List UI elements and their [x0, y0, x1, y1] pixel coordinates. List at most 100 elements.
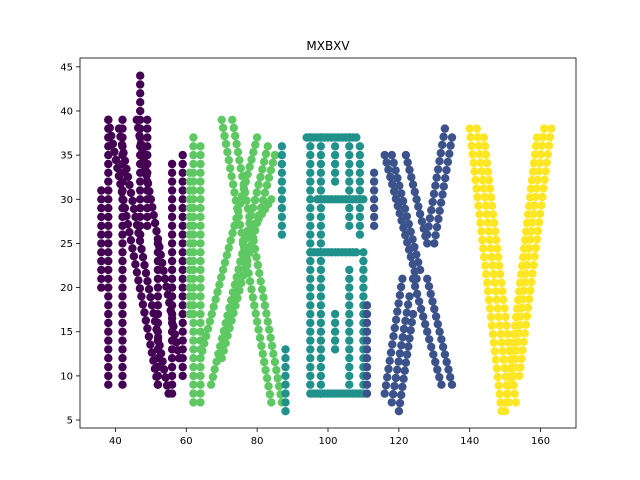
- scatter-point: [425, 335, 434, 344]
- scatter-point: [143, 212, 152, 222]
- scatter-point: [118, 239, 127, 248]
- scatter-point: [496, 270, 505, 279]
- scatter-point: [178, 265, 187, 275]
- scatter-point: [220, 258, 230, 267]
- scatter-point: [397, 189, 406, 198]
- scatter-point: [230, 221, 239, 230]
- scatter-point: [104, 230, 113, 239]
- scatter-point: [196, 371, 205, 381]
- scatter-point: [167, 362, 177, 372]
- scatter-point: [398, 274, 407, 283]
- scatter-point: [398, 382, 407, 392]
- scatter-point: [118, 371, 127, 381]
- scatter-point: [185, 265, 194, 275]
- scatter-point: [178, 203, 187, 213]
- scatter-point: [203, 324, 213, 333]
- scatter-point: [235, 286, 244, 295]
- scatter-point: [389, 158, 398, 167]
- scatter-point: [273, 374, 282, 383]
- scatter-point: [316, 186, 326, 195]
- scatter-point: [491, 355, 500, 364]
- scatter-point: [224, 156, 233, 165]
- scatter-point: [196, 327, 205, 336]
- scatter-point: [490, 218, 499, 228]
- scatter-point: [522, 218, 532, 228]
- scatter-point: [316, 142, 326, 151]
- scatter-point: [189, 336, 198, 345]
- scatter-point: [247, 285, 256, 294]
- scatter-point: [490, 278, 499, 287]
- scatter-point: [167, 318, 177, 328]
- chart-title: MXBXV: [306, 39, 350, 53]
- scatter-point: [479, 244, 488, 253]
- scatter-point: [167, 283, 177, 292]
- scatter-point: [256, 172, 265, 182]
- scatter-point: [476, 158, 485, 168]
- scatter-point: [104, 159, 113, 169]
- scatter-point: [104, 186, 113, 195]
- scatter-point: [316, 159, 326, 169]
- scatter-point: [272, 365, 281, 375]
- scatter-point: [97, 195, 106, 204]
- scatter-point: [359, 292, 368, 301]
- scatter-point: [528, 269, 537, 278]
- scatter-point: [123, 172, 133, 181]
- scatter-point: [97, 265, 106, 275]
- scatter-point: [316, 150, 326, 160]
- scatter-point: [499, 355, 508, 364]
- scatter-point: [257, 285, 267, 294]
- scatter-point: [473, 133, 482, 142]
- scatter-point: [330, 159, 340, 169]
- scatter-point: [316, 212, 326, 222]
- scatter-point: [189, 354, 198, 363]
- scatter-point: [178, 301, 187, 310]
- scatter-point: [143, 150, 152, 160]
- scatter-point: [435, 373, 444, 382]
- scatter-point: [104, 212, 113, 222]
- x-tick-label: 160: [531, 436, 550, 447]
- scatter-point: [160, 274, 170, 283]
- scatter-point: [245, 248, 254, 258]
- scatter-point: [260, 357, 269, 367]
- scatter-point: [178, 327, 187, 336]
- scatter-point: [167, 159, 177, 169]
- scatter-point: [167, 212, 177, 222]
- scatter-point: [427, 342, 436, 352]
- scatter-point: [153, 336, 163, 345]
- scatter-point: [153, 380, 163, 389]
- scatter-point: [229, 123, 238, 133]
- scatter-point: [136, 177, 145, 186]
- scatter-point: [196, 256, 205, 266]
- scatter-point: [362, 336, 372, 345]
- scatter-point: [239, 271, 248, 280]
- scatter-point: [119, 148, 128, 157]
- scatter-point: [178, 354, 187, 363]
- scatter-point: [225, 323, 234, 333]
- scatter-point: [487, 252, 496, 262]
- scatter-point: [113, 163, 122, 173]
- scatter-point: [118, 345, 127, 354]
- scatter-point: [431, 312, 441, 321]
- scatter-point: [404, 342, 413, 351]
- scatter-point: [345, 221, 354, 230]
- scatter-point: [143, 324, 152, 333]
- scatter-point: [539, 184, 548, 193]
- scatter-point: [525, 193, 535, 202]
- scatter-point: [316, 301, 326, 310]
- scatter-point: [316, 345, 326, 354]
- scatter-point: [108, 139, 118, 149]
- scatter-point: [488, 261, 497, 270]
- scatter-point: [516, 363, 525, 372]
- scatter-point: [498, 346, 507, 356]
- scatter-point: [369, 195, 379, 204]
- scatter-point: [118, 248, 127, 257]
- scatter-point: [316, 309, 326, 319]
- scatter-point: [146, 293, 155, 302]
- scatter-point: [526, 184, 536, 193]
- scatter-point: [511, 398, 520, 407]
- scatter-point: [403, 158, 412, 167]
- scatter-point: [345, 354, 354, 363]
- scatter-point: [178, 292, 187, 301]
- scatter-point: [250, 301, 259, 310]
- scatter-point: [362, 354, 372, 363]
